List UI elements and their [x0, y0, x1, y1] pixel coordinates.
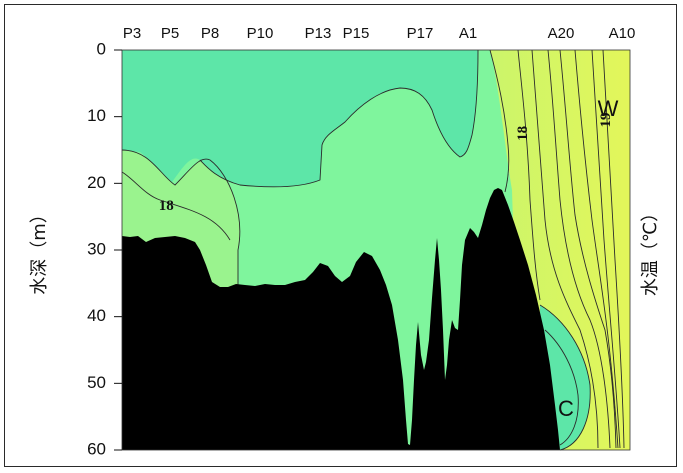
station-label: P3	[123, 25, 141, 42]
contour-line	[121, 171, 231, 241]
contour-value-label: 18	[159, 198, 174, 214]
station-label: A1	[459, 25, 477, 42]
water-mass-mark: W	[598, 96, 619, 121]
contour-value-label: 19	[598, 113, 614, 128]
contour-lines	[121, 49, 625, 451]
station-label: A20	[548, 25, 575, 42]
contour-labels: 18 18 19	[159, 113, 614, 215]
station-labels: P3 P5 P8 P10 P13 P15 P17 A1 A20 A10	[123, 25, 636, 42]
station-label: P15	[343, 25, 370, 42]
station-label: P17	[407, 25, 434, 42]
seafloor	[122, 188, 560, 450]
y-tick-label: 60	[87, 439, 106, 458]
y-tick-label: 20	[87, 173, 106, 192]
station-label: P10	[247, 25, 274, 42]
station-label: A10	[609, 25, 636, 42]
contour-value-label: 18	[515, 126, 531, 141]
contour-line	[591, 49, 621, 449]
contour-line	[199, 49, 479, 188]
contour-line	[559, 49, 617, 449]
station-label: P8	[201, 25, 219, 42]
station-label: P13	[305, 25, 332, 42]
contour-line	[602, 49, 625, 449]
y-axis-label: 水深（m）	[29, 205, 50, 295]
contour-line	[547, 49, 611, 449]
contour-line	[489, 49, 510, 193]
contour-line	[517, 49, 541, 301]
water-mass-marks: WC	[558, 96, 619, 421]
contour-line	[531, 49, 599, 449]
y-tick-label: 10	[87, 106, 106, 125]
colorbar-label: 水温（℃）	[640, 204, 661, 296]
y-tick-label: 50	[87, 373, 106, 392]
contour-line	[544, 329, 579, 446]
water-mass-mark: C	[558, 396, 574, 421]
station-label: P5	[161, 25, 179, 42]
cold-water-region	[122, 50, 478, 187]
y-tick-label: 40	[87, 306, 106, 325]
y-tick-label: 0	[97, 39, 106, 58]
y-axis-ticks: 0 10 20 30 40 50 60	[87, 39, 122, 458]
contour-line	[574, 49, 619, 449]
y-tick-label: 30	[87, 239, 106, 258]
contour-line	[539, 304, 591, 451]
figure-frame	[4, 4, 677, 467]
